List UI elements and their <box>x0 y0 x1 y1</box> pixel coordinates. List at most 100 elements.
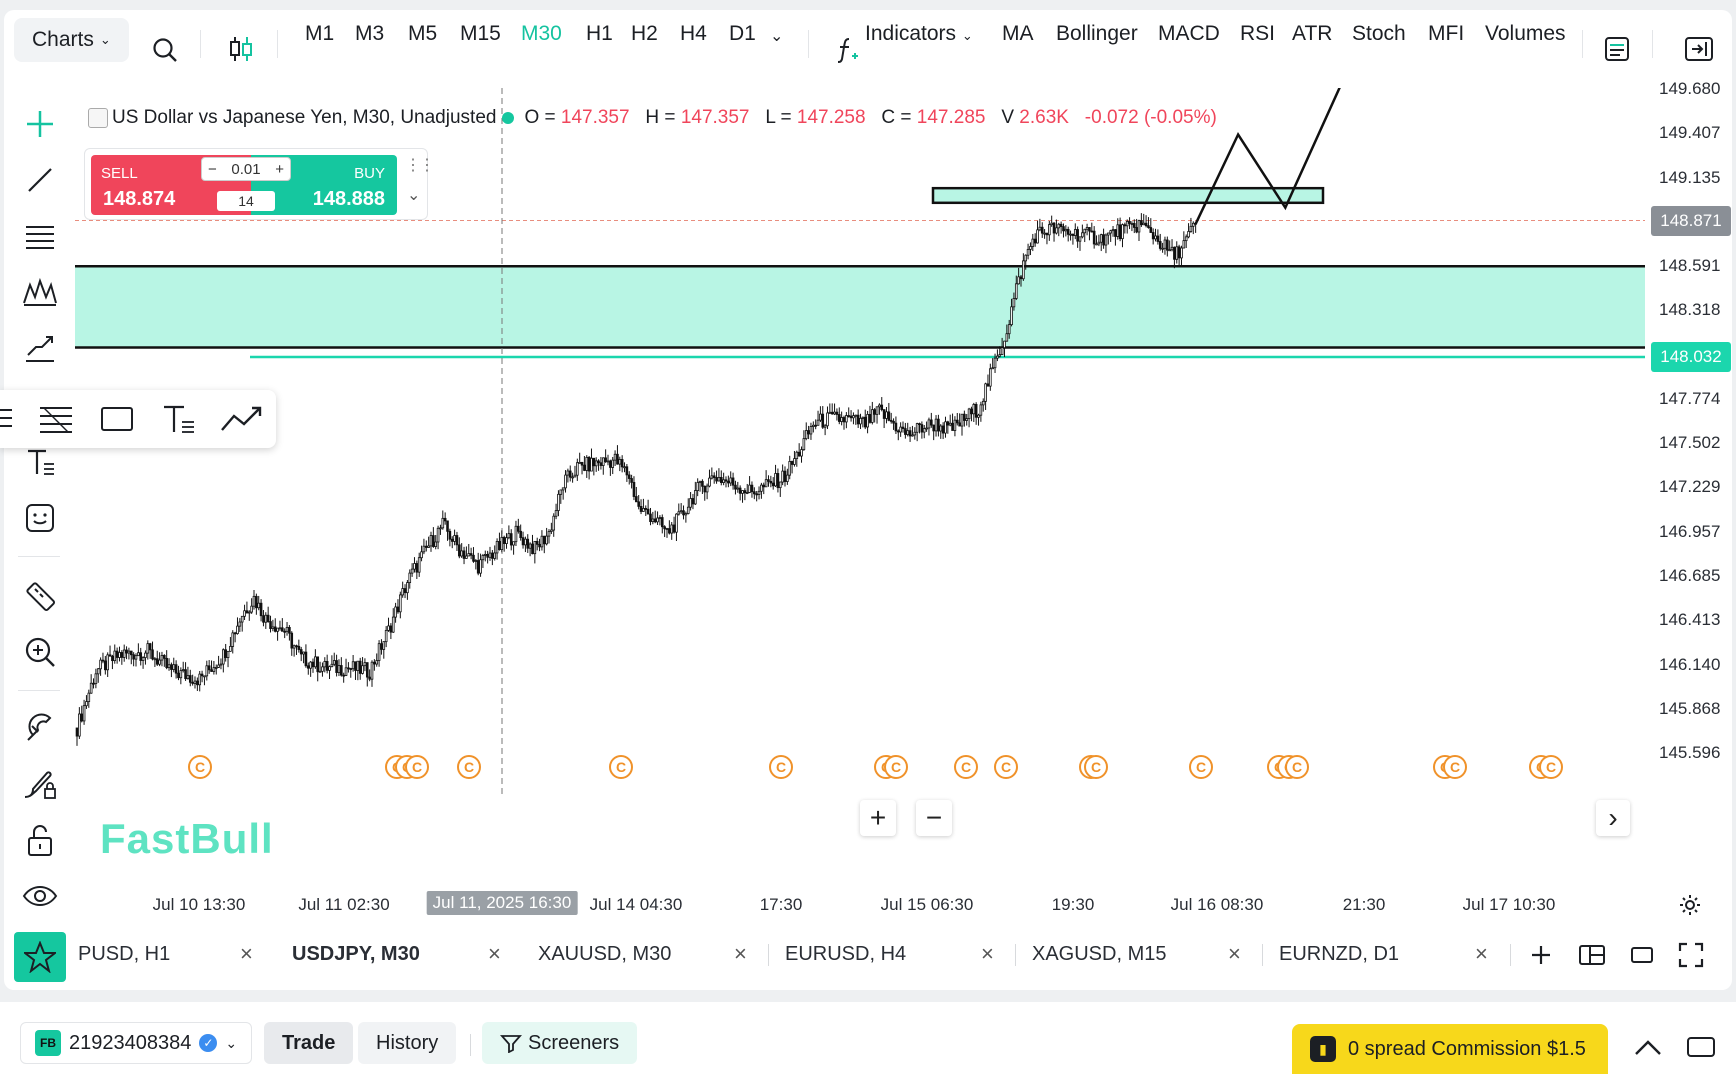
collapse-panel-icon[interactable] <box>1684 36 1714 62</box>
support-zone-rectangle[interactable] <box>931 186 1325 205</box>
charts-menu-button[interactable]: Charts ⌄ <box>14 18 129 62</box>
indicator-mfi-button[interactable]: MFI <box>1428 22 1465 45</box>
economic-event-marker-icon[interactable] <box>609 755 633 779</box>
tab-eurusd-h4[interactable]: EURUSD, H4 × <box>769 932 1015 976</box>
candle-body <box>705 485 709 493</box>
support-zone-rectangle[interactable] <box>75 266 1645 348</box>
fib-lines-icon[interactable] <box>38 404 74 434</box>
close-icon[interactable]: × <box>240 941 253 966</box>
economic-event-marker-icon[interactable] <box>769 755 793 779</box>
text-note-tool-icon[interactable] <box>162 402 196 436</box>
forecast-tool-icon[interactable] <box>18 326 62 370</box>
scroll-right-chevron-icon[interactable]: › <box>1596 800 1630 836</box>
indicator-volumes-button[interactable]: Volumes <box>1485 22 1566 45</box>
candle-body <box>498 541 501 551</box>
timeframe-m3[interactable]: M3 <box>355 22 385 45</box>
zoom-in-button[interactable]: + <box>860 800 896 836</box>
indicator-rsi-button[interactable]: RSI <box>1240 22 1276 45</box>
split-layout-icon[interactable] <box>1578 944 1606 966</box>
crosshair-tool-icon[interactable] <box>18 102 62 146</box>
economic-event-marker-icon[interactable] <box>1443 755 1467 779</box>
rectangle-tool-icon[interactable] <box>100 405 134 433</box>
indicators-menu-button[interactable]: Indicators ⌄ <box>865 22 973 46</box>
indicators-fx-icon[interactable] <box>835 36 859 64</box>
economic-event-marker-icon[interactable] <box>1285 755 1309 779</box>
close-icon[interactable]: × <box>734 941 747 966</box>
visibility-eye-icon[interactable] <box>18 874 62 918</box>
economic-event-marker-icon[interactable] <box>884 755 908 779</box>
tab-eurnzd-d1[interactable]: EURNZD, D1 × <box>1263 932 1509 976</box>
economic-event-marker-icon[interactable] <box>954 755 978 779</box>
fullscreen-icon[interactable] <box>1678 942 1704 968</box>
timeframe-m30[interactable]: M30 <box>521 22 562 45</box>
tab-usdjpy-m30[interactable]: USDJPY, M30 × <box>276 932 522 976</box>
tab-trade[interactable]: Trade <box>264 1022 354 1064</box>
unlock-tool-icon[interactable] <box>18 818 62 862</box>
time-axis[interactable]: Jul 10 13:30 Jul 11 02:30 Jul 11, 2025 16:… <box>75 883 1645 923</box>
timeframe-more-chevron-icon[interactable]: ⌄ <box>770 28 784 45</box>
expand-up-chevron-icon[interactable] <box>1634 1038 1662 1056</box>
promo-banner[interactable]: ▮ 0 spread Commission $1.5 <box>1292 1024 1608 1074</box>
account-selector[interactable]: FB 21923408384 ✓ ⌄ <box>20 1022 253 1064</box>
tab-pusd-h1[interactable]: PUSD, H1 × <box>62 932 262 976</box>
candle-body <box>465 555 468 559</box>
quantity-stepper[interactable]: − 0.01 + <box>201 157 291 181</box>
ruler-tool-icon[interactable] <box>18 574 62 618</box>
path-tool-icon[interactable] <box>220 404 264 434</box>
trend-line-tool-icon[interactable] <box>18 158 62 202</box>
indicator-stoch-button[interactable]: Stoch <box>1352 22 1406 45</box>
pattern-tool-icon[interactable] <box>18 270 62 314</box>
close-icon[interactable]: × <box>1475 941 1488 966</box>
close-icon[interactable]: × <box>981 941 994 966</box>
indicator-macd-button[interactable]: MACD <box>1158 22 1220 45</box>
chart-settings-gear-icon[interactable] <box>1678 893 1702 917</box>
close-icon[interactable]: × <box>488 941 501 966</box>
economic-event-marker-icon[interactable] <box>405 755 429 779</box>
timeframe-h4[interactable]: H4 <box>680 22 707 45</box>
favorites-star-icon[interactable] <box>14 932 66 982</box>
price-axis[interactable]: 149.680 149.407 149.135 148.591 148.318 147.7… <box>1645 79 1736 883</box>
time-tick-label: Jul 17 10:30 <box>1462 895 1556 914</box>
tab-xauusd-m30[interactable]: XAUUSD, M30 × <box>522 932 768 976</box>
economic-event-marker-icon[interactable] <box>1189 755 1213 779</box>
add-tab-plus-icon[interactable] <box>1530 944 1552 966</box>
indicator-atr-button[interactable]: ATR <box>1292 22 1333 45</box>
horizontal-lines-tool-icon[interactable] <box>18 214 62 258</box>
timeframe-m1[interactable]: M1 <box>305 22 335 45</box>
sell-button[interactable]: SELL 148.874 <box>91 155 251 215</box>
tab-history[interactable]: History <box>358 1022 457 1064</box>
screeners-button[interactable]: Screeners <box>482 1022 638 1064</box>
economic-event-marker-icon[interactable] <box>457 755 481 779</box>
timeframe-h1[interactable]: H1 <box>586 22 613 45</box>
candle-type-icon[interactable] <box>228 35 254 63</box>
sticker-tool-icon[interactable] <box>18 496 62 540</box>
timeframe-m5[interactable]: M5 <box>408 22 438 45</box>
close-icon[interactable]: × <box>1228 941 1241 966</box>
window-restore-icon[interactable] <box>1686 1036 1716 1058</box>
timeframe-d1[interactable]: D1 <box>729 22 756 45</box>
timeframe-m15[interactable]: M15 <box>460 22 501 45</box>
price-chart[interactable]: CCCCCCCCCCCCCCCCCCCCC <box>75 88 1645 883</box>
magnet-tool-icon[interactable] <box>18 706 62 750</box>
projection-path-drawing[interactable] <box>1194 88 1342 225</box>
brush-lock-tool-icon[interactable] <box>18 762 62 806</box>
chevron-down-icon[interactable]: ⌄ <box>407 187 421 204</box>
economic-event-marker-icon[interactable] <box>994 755 1018 779</box>
economic-event-marker-icon[interactable] <box>1084 755 1108 779</box>
zoom-in-tool-icon[interactable] <box>18 630 62 674</box>
indicator-ma-button[interactable]: MA <box>1002 22 1034 45</box>
economic-event-marker-icon[interactable] <box>188 755 212 779</box>
lines-variant-icon[interactable] <box>0 404 14 434</box>
minus-icon[interactable]: − <box>208 160 217 178</box>
text-tool-icon[interactable] <box>18 440 62 484</box>
drag-handle-icon[interactable]: ⋮⋮ <box>405 157 435 174</box>
timeframe-h2[interactable]: H2 <box>631 22 658 45</box>
search-icon[interactable] <box>152 37 178 63</box>
indicator-bollinger-button[interactable]: Bollinger <box>1056 22 1138 45</box>
tab-xagusd-m15[interactable]: XAGUSD, M15 × <box>1016 932 1262 976</box>
zoom-out-button[interactable]: − <box>916 800 952 836</box>
plus-icon[interactable]: + <box>275 160 284 178</box>
economic-event-marker-icon[interactable] <box>1539 755 1563 779</box>
layout-settings-icon[interactable] <box>1604 36 1630 62</box>
single-layout-icon[interactable] <box>1630 946 1654 964</box>
